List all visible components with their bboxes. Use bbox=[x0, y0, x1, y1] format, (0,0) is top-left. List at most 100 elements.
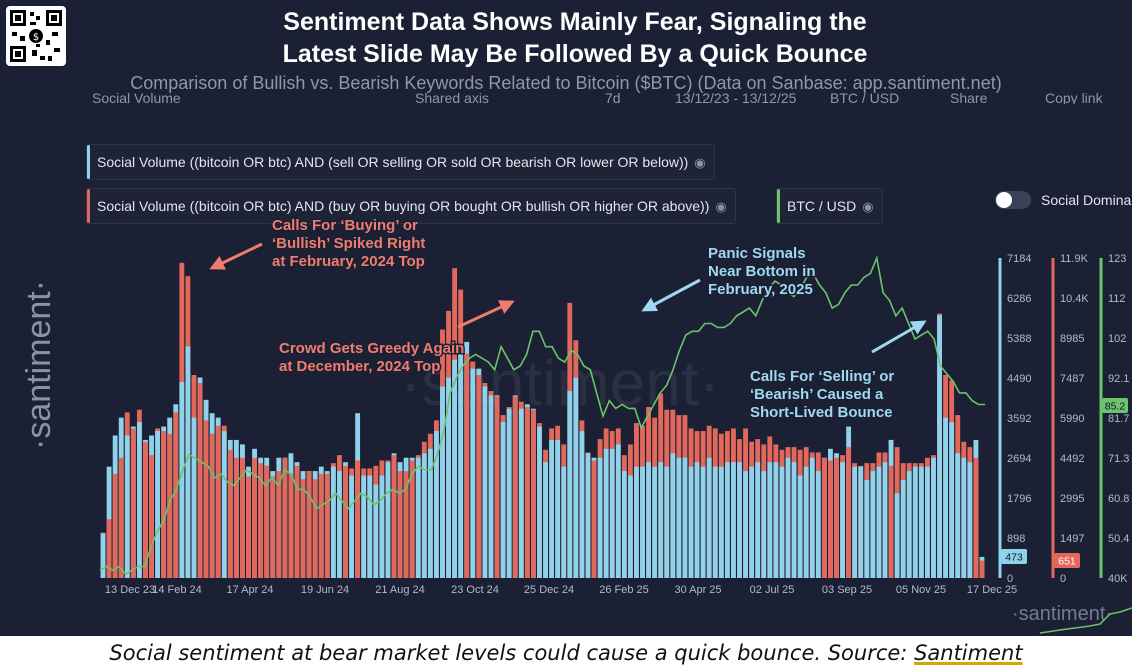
bar-bearish bbox=[700, 466, 706, 578]
bar-bullish bbox=[343, 465, 348, 578]
annotation-arrow bbox=[457, 300, 515, 329]
bar-bearish bbox=[773, 462, 779, 578]
bar-bullish bbox=[173, 412, 179, 578]
bearish-axis-tick-label: 1796 bbox=[1007, 493, 1031, 505]
x-tick-label: 26 Feb 25 bbox=[599, 584, 649, 596]
bar-bearish bbox=[621, 471, 627, 578]
bullish-axis-tick-label: 7487 bbox=[1060, 373, 1084, 385]
bar-bullish bbox=[270, 476, 276, 578]
bar-bearish bbox=[652, 466, 658, 578]
bar-bearish bbox=[870, 471, 876, 578]
bar-bullish bbox=[161, 431, 167, 578]
bar-bearish bbox=[500, 422, 506, 578]
bar-bullish bbox=[591, 460, 597, 578]
bar-bearish bbox=[924, 466, 930, 578]
price-current-badge: 85.2 bbox=[1105, 401, 1126, 413]
bar-bullish bbox=[288, 473, 294, 578]
bar-bearish bbox=[658, 462, 664, 578]
bar-bearish bbox=[670, 453, 676, 578]
chart-toolbar: Social Volume Shared axis 7d 13/12/23 - … bbox=[90, 88, 1130, 104]
annotation-line: ‘Bearish’ Caused a bbox=[750, 386, 884, 403]
bar-bearish bbox=[712, 466, 718, 578]
bar-bullish bbox=[167, 433, 173, 578]
toggle-switch[interactable] bbox=[995, 191, 1031, 209]
legend-label-bearish: Social Volume ((bitcoin OR btc) AND (sel… bbox=[97, 154, 689, 170]
bar-bullish bbox=[203, 420, 209, 578]
annotation-text: Panic Signals Near Bottom in February, 202… bbox=[708, 245, 816, 298]
bar-bullish bbox=[130, 428, 136, 578]
bar-bearish bbox=[967, 462, 973, 578]
annotation-text: Calls For ‘Selling’ or ‘Bearish’ Caused a… bbox=[750, 368, 894, 421]
bar-bullish bbox=[282, 457, 288, 578]
bar-bearish bbox=[858, 466, 864, 578]
legend-item-price[interactable]: BTC / USD ◉ bbox=[776, 188, 883, 224]
chart-panel: $ Sentiment Data Shows Mainly Fear, Sign… bbox=[0, 0, 1132, 636]
bar-bullish bbox=[294, 465, 300, 578]
toggle-knob bbox=[996, 192, 1012, 208]
bar-bearish bbox=[906, 471, 912, 578]
legend-item-bearish[interactable]: Social Volume ((bitcoin OR btc) AND (sel… bbox=[86, 144, 715, 180]
bar-bearish bbox=[549, 439, 555, 578]
bar-bullish bbox=[512, 396, 518, 578]
share-button[interactable]: Share bbox=[950, 90, 988, 104]
bar-bearish bbox=[488, 395, 494, 578]
annotation-line: Calls For ‘Buying’ or bbox=[272, 217, 418, 234]
bar-bearish bbox=[136, 422, 142, 578]
bar-bearish bbox=[367, 475, 373, 578]
bar-bearish bbox=[803, 466, 809, 578]
x-tick-label: 25 Dec 24 bbox=[524, 584, 574, 596]
bar-bearish bbox=[737, 462, 742, 578]
bar-bullish bbox=[215, 425, 221, 578]
price-axis-tick-label: 81.7 bbox=[1108, 413, 1129, 425]
bar-bearish bbox=[640, 466, 645, 578]
bar-bullish bbox=[834, 457, 839, 578]
bearish-axis-tick-label: 898 bbox=[1007, 533, 1025, 545]
date-range-picker[interactable]: 13/12/23 - 13/12/25 bbox=[675, 90, 797, 104]
bullish-axis-tick-label: 1497 bbox=[1060, 533, 1084, 545]
bar-bullish bbox=[973, 457, 979, 578]
bar-bullish bbox=[240, 457, 245, 578]
bar-bearish bbox=[482, 386, 488, 578]
bar-bearish bbox=[840, 462, 845, 578]
title-line-2: Latest Slide May Be Followed By a Quick … bbox=[282, 40, 868, 68]
footer-watermark: ·santiment· bbox=[1012, 603, 1112, 625]
mini-price-sparkline bbox=[1039, 607, 1132, 634]
bullish-axis-tick-label: 10.4K bbox=[1060, 293, 1089, 305]
page-subtitle: Comparison of Bullish vs. Bearish Keywor… bbox=[130, 73, 1002, 93]
bar-bullish bbox=[494, 396, 500, 578]
bullish-axis-tick-label: 5990 bbox=[1060, 413, 1084, 425]
bar-bearish bbox=[809, 457, 815, 578]
bearish-axis-tick-label: 5388 bbox=[1007, 333, 1031, 345]
annotation-4: Calls For ‘Selling’ or ‘Bearish’ Caused a… bbox=[749, 320, 927, 423]
eye-icon[interactable]: ◉ bbox=[694, 155, 706, 170]
page-title: Sentiment Data Shows Mainly Fear, Signal… bbox=[150, 6, 1000, 70]
x-tick-label: 03 Sep 25 bbox=[822, 584, 872, 596]
bar-bearish bbox=[337, 471, 342, 578]
bar-bearish bbox=[646, 462, 651, 578]
copy-link-button[interactable]: Copy link bbox=[1045, 90, 1103, 104]
bar-bearish bbox=[815, 471, 821, 578]
bar-bullish bbox=[318, 473, 324, 578]
bar-bearish bbox=[361, 475, 367, 578]
interval-selector[interactable]: 7d bbox=[605, 90, 621, 104]
metric-selector[interactable]: Social Volume bbox=[92, 90, 181, 104]
pair-selector[interactable]: BTC / USD bbox=[830, 90, 900, 104]
bar-bullish bbox=[846, 447, 852, 578]
bar-bearish bbox=[458, 346, 464, 578]
eye-icon[interactable]: ◉ bbox=[862, 199, 874, 214]
bar-bearish bbox=[682, 457, 688, 578]
bar-bearish bbox=[949, 422, 955, 578]
bullish-axis-tick-label: 8985 bbox=[1060, 333, 1084, 345]
legend-item-bullish[interactable]: Social Volume ((bitcoin OR btc) AND (buy… bbox=[86, 188, 736, 224]
bar-bullish bbox=[828, 460, 833, 578]
bar-bearish bbox=[767, 462, 773, 578]
eye-icon[interactable]: ◉ bbox=[715, 199, 727, 214]
bar-bearish bbox=[421, 453, 427, 578]
shared-axis-toggle[interactable]: Shared axis bbox=[415, 90, 489, 104]
bar-bearish bbox=[749, 466, 755, 578]
bullish-axis-tick-label: 2995 bbox=[1060, 493, 1084, 505]
caption-source-link[interactable]: Santiment bbox=[914, 641, 1023, 665]
annotation-line: at December, 2024 Top bbox=[279, 358, 440, 375]
annotation-line: Calls For ‘Selling’ or bbox=[750, 368, 894, 385]
annotation-line: Panic Signals bbox=[708, 245, 806, 262]
